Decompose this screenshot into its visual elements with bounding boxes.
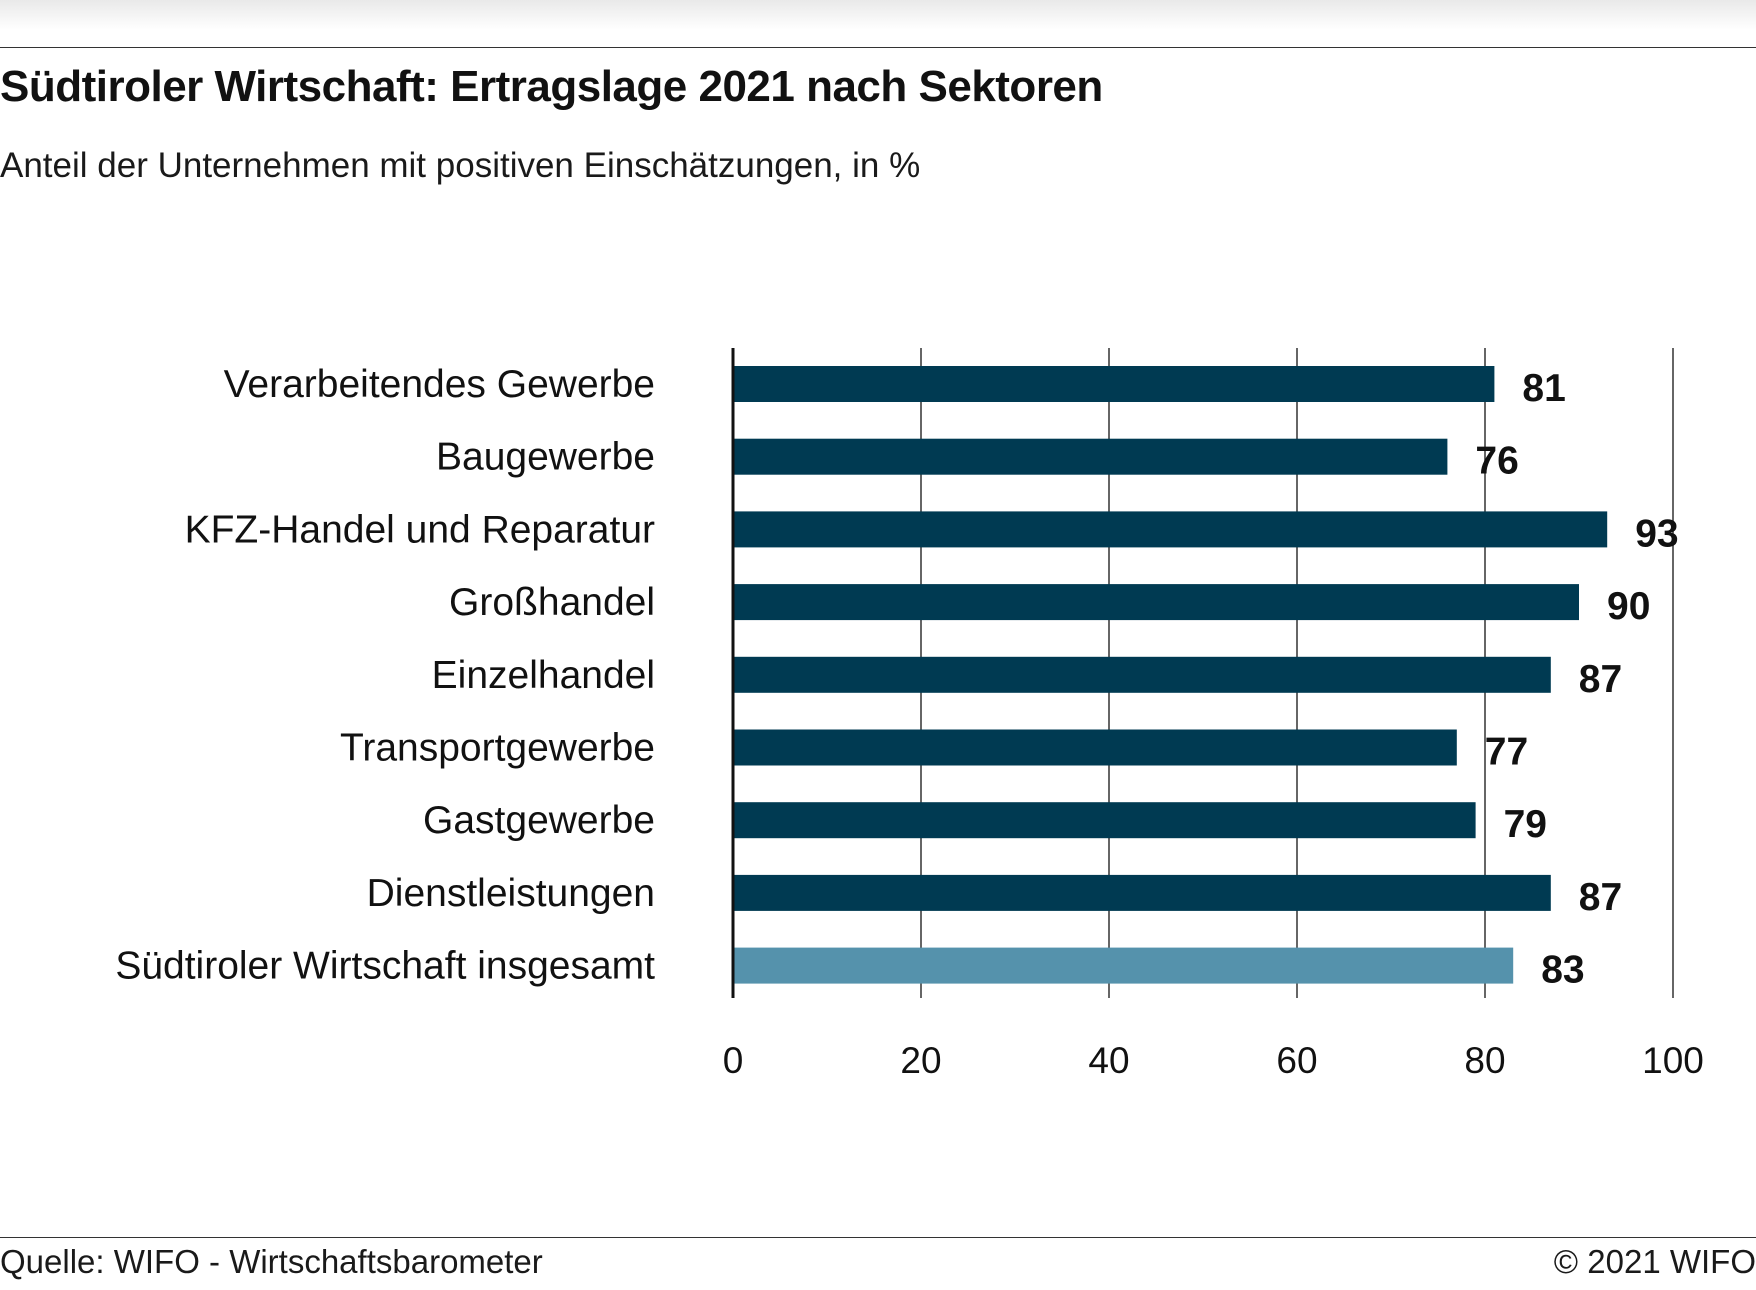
category-label: Gastgewerbe xyxy=(423,799,655,842)
bar xyxy=(733,366,1495,402)
category-labels: Verarbeitendes Gewerbe Baugewerbe KFZ-Hand… xyxy=(115,363,655,988)
data-label: 93 xyxy=(1635,512,1678,555)
category-label: Einzelhandel xyxy=(432,654,655,697)
data-label: 87 xyxy=(1579,658,1622,701)
data-label: 87 xyxy=(1579,876,1622,919)
x-tick-label: 100 xyxy=(1642,1040,1704,1081)
x-tick-label: 0 xyxy=(723,1040,744,1081)
bar xyxy=(733,947,1514,984)
bar xyxy=(733,656,1551,693)
bar xyxy=(733,729,1457,766)
top-divider xyxy=(0,47,1756,48)
data-label: 76 xyxy=(1475,440,1518,483)
data-label: 81 xyxy=(1522,367,1565,410)
bar xyxy=(733,802,1476,839)
data-label: 90 xyxy=(1607,585,1650,628)
bars xyxy=(733,366,1608,984)
chart-subtitle: Anteil der Unternehmen mit positiven Ein… xyxy=(0,146,921,185)
bar xyxy=(733,584,1579,621)
x-tick-label: 40 xyxy=(1088,1040,1129,1081)
data-label: 79 xyxy=(1504,803,1547,846)
x-tick-label: 60 xyxy=(1276,1040,1317,1081)
category-label: Südtiroler Wirtschaft insgesamt xyxy=(115,945,655,988)
copyright-note: © 2021 WIFO xyxy=(1553,1243,1756,1280)
category-label: Transportgewerbe xyxy=(340,727,655,770)
x-tick-label: 80 xyxy=(1464,1040,1505,1081)
category-label: Baugewerbe xyxy=(436,436,655,479)
chart-title: Südtiroler Wirtschaft: Ertragslage 2021 … xyxy=(0,62,1103,111)
x-tick-label: 20 xyxy=(900,1040,941,1081)
bar xyxy=(733,438,1448,475)
bottom-divider xyxy=(0,1237,1756,1238)
category-label: Großhandel xyxy=(449,581,655,624)
bar xyxy=(733,511,1608,548)
bar-chart: Verarbeitendes Gewerbe Baugewerbe KFZ-Hand… xyxy=(115,348,1704,1081)
top-shade xyxy=(0,0,1756,30)
category-label: Dienstleistungen xyxy=(367,872,655,915)
source-note: Quelle: WIFO - Wirtschaftsbarometer xyxy=(0,1243,543,1280)
data-label: 77 xyxy=(1485,731,1528,774)
x-tick-labels: 0 20 40 60 80 100 xyxy=(723,1040,1704,1081)
data-label: 83 xyxy=(1541,949,1584,992)
bar xyxy=(733,874,1551,911)
category-label: KFZ-Handel und Reparatur xyxy=(185,508,655,551)
category-label: Verarbeitendes Gewerbe xyxy=(224,363,655,406)
